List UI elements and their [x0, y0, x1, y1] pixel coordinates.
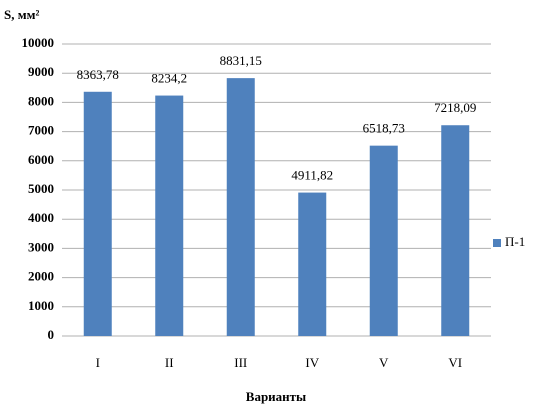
y-tick-label: 5000 [28, 181, 54, 196]
data-label: 8234,2 [151, 71, 187, 86]
bar [369, 145, 398, 336]
data-label: 8831,15 [220, 53, 262, 68]
data-label: 8363,78 [77, 67, 119, 82]
x-tick-label: III [234, 355, 247, 370]
y-tick-label: 6000 [28, 152, 54, 167]
y-tick-label: 8000 [28, 93, 54, 108]
data-label: 4911,82 [291, 168, 333, 183]
y-tick-label: 7000 [28, 123, 54, 138]
y-tick-label: 10000 [22, 35, 55, 50]
legend-swatch [493, 239, 501, 247]
x-tick-label: VI [448, 355, 462, 370]
bar [83, 91, 112, 337]
x-axis-label: Варианты [246, 389, 306, 404]
bar [226, 78, 255, 336]
x-tick-label: II [165, 355, 174, 370]
bar [155, 95, 184, 336]
y-tick-label: 1000 [28, 298, 54, 313]
legend-label: П-1 [505, 234, 525, 249]
y-tick-label: 2000 [28, 269, 54, 284]
y-axis-label: S, мм² [4, 7, 39, 22]
x-tick-label: IV [305, 355, 319, 370]
y-tick-label: 3000 [28, 239, 54, 254]
data-label: 7218,09 [434, 100, 476, 115]
x-tick-label: I [96, 355, 100, 370]
y-tick-label: 0 [48, 327, 55, 342]
y-tick-label: 4000 [28, 210, 54, 225]
bar [298, 192, 327, 336]
bar [441, 125, 470, 336]
x-tick-label: V [379, 355, 389, 370]
data-label: 6518,73 [363, 121, 405, 136]
y-tick-label: 9000 [28, 64, 54, 79]
